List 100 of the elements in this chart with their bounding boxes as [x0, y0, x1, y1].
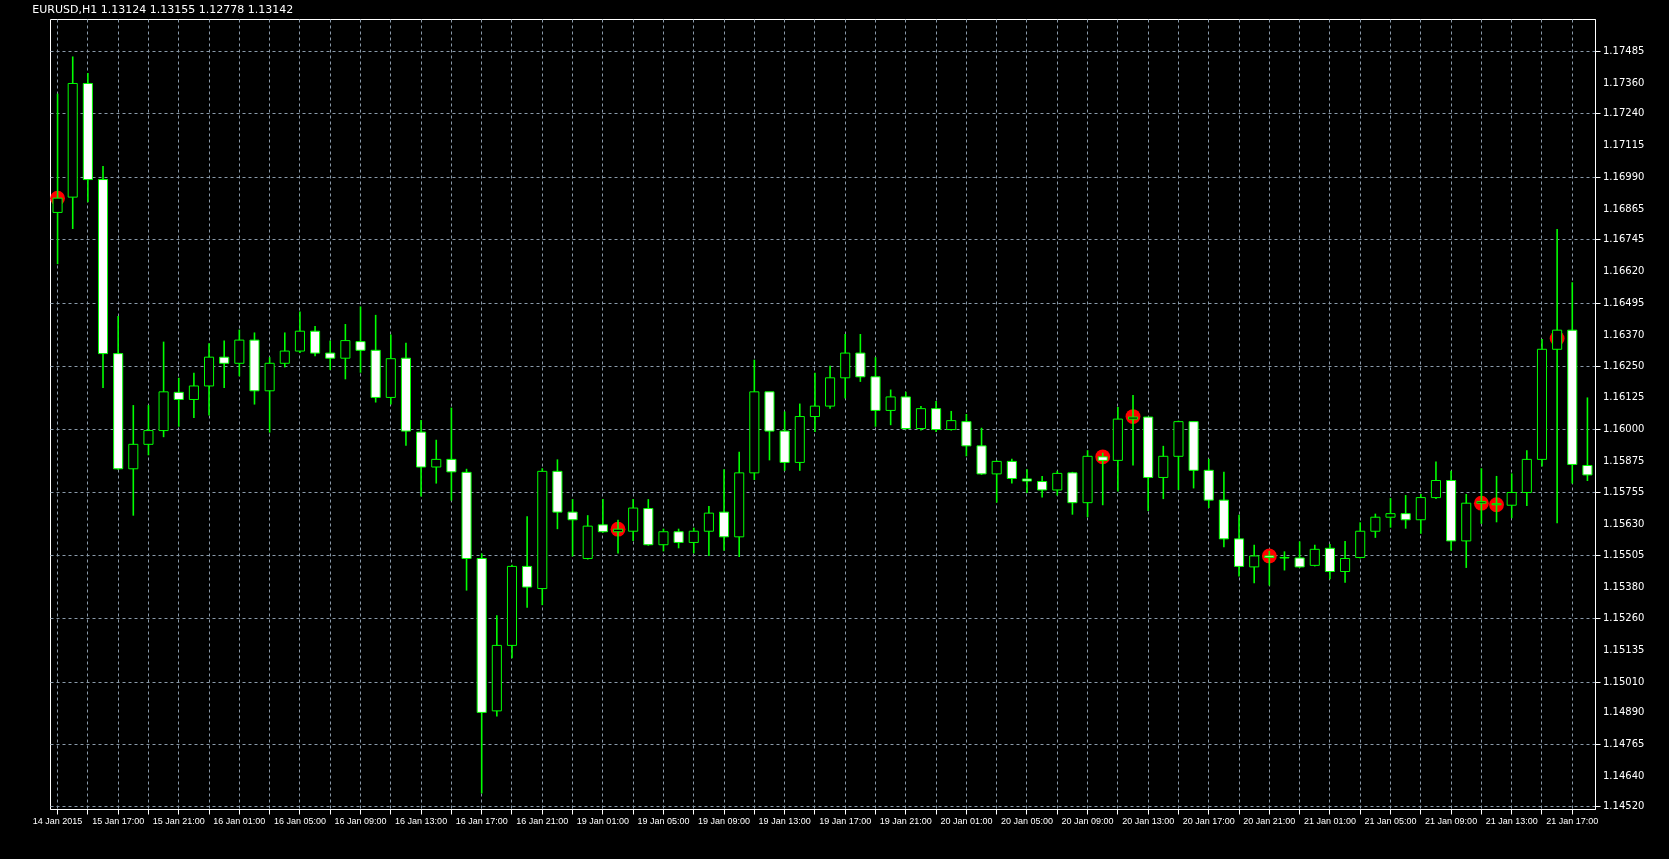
x-tick-label: 20 Jan 05:00 — [1000, 815, 1054, 826]
candlestick — [1400, 494, 1411, 530]
candlestick — [431, 438, 442, 485]
candlestick — [446, 406, 457, 502]
y-tick-label: 1.16620 — [1603, 265, 1645, 277]
candlestick — [219, 339, 230, 389]
x-tick-label: 21 Jan 17:00 — [1546, 815, 1599, 826]
y-tick-label: 1.15755 — [1603, 485, 1645, 497]
candlestick — [703, 505, 714, 557]
x-tick-label: 19 Jan 05:00 — [637, 815, 690, 826]
x-tick-label: 16 Jan 09:00 — [334, 815, 387, 826]
candlestick — [234, 328, 245, 378]
x-tick-label: 21 Jan 09:00 — [1425, 815, 1478, 826]
y-tick-label: 1.16495 — [1603, 297, 1645, 309]
candlestick — [915, 405, 926, 432]
candlestick — [1506, 472, 1517, 520]
x-tick-label: 16 Jan 21:00 — [516, 815, 569, 826]
y-tick-label: 1.14520 — [1603, 800, 1645, 812]
y-tick-label: 1.17360 — [1603, 76, 1645, 88]
candlestick — [885, 388, 896, 427]
x-tick-label: 20 Jan 01:00 — [940, 815, 993, 826]
candlestick — [1021, 468, 1033, 494]
x-tick-label: 16 Jan 17:00 — [455, 815, 508, 826]
candlestick — [855, 333, 866, 383]
candlestick — [1582, 396, 1593, 482]
candlestick — [1340, 540, 1351, 584]
x-tick-label: 19 Jan 01:00 — [576, 815, 629, 826]
candlestick — [1430, 460, 1441, 500]
candlestick — [1324, 543, 1335, 580]
candlestick — [1279, 550, 1290, 572]
y-tick-label: 1.16370 — [1603, 329, 1645, 340]
candlestick — [1249, 543, 1260, 585]
y-tick-label: 1.16000 — [1603, 423, 1645, 435]
y-tick-label: 1.15260 — [1603, 611, 1645, 623]
x-tick-label: 19 Jan 17:00 — [819, 815, 872, 826]
candlestick — [1052, 470, 1063, 497]
x-tick-label: 16 Jan 13:00 — [395, 815, 448, 826]
candlestick — [688, 526, 699, 555]
candlestick — [1491, 475, 1502, 524]
candlestick — [1415, 493, 1426, 535]
candlestick — [628, 498, 639, 542]
y-tick-label: 1.16990 — [1603, 171, 1645, 182]
y-tick-label: 1.15630 — [1603, 517, 1645, 529]
y-tick-label: 1.16865 — [1603, 202, 1645, 214]
x-tick-label: 20 Jan 09:00 — [1061, 815, 1114, 826]
candlestick — [658, 527, 669, 553]
y-tick-label: 1.14765 — [1603, 738, 1645, 750]
candlestick — [1097, 451, 1108, 507]
candlestick — [673, 527, 684, 550]
candlestick — [522, 515, 533, 609]
candlestick — [325, 339, 336, 371]
candlestick — [1127, 394, 1139, 467]
y-tick-label: 1.15875 — [1603, 455, 1645, 467]
x-tick-label: 14 Jan 2015 — [32, 815, 83, 826]
x-tick-label: 20 Jan 13:00 — [1122, 815, 1175, 826]
candlestick — [1370, 512, 1381, 539]
candlestick — [991, 459, 1002, 504]
x-tick-label: 21 Jan 13:00 — [1485, 815, 1538, 826]
candlestick — [809, 371, 820, 433]
x-tick-label: 15 Jan 17:00 — [92, 815, 145, 826]
candlestick — [1006, 458, 1017, 485]
y-tick-label: 1.15135 — [1603, 643, 1645, 655]
x-tick-label: 21 Jan 05:00 — [1364, 815, 1417, 826]
y-tick-label: 1.14640 — [1603, 769, 1645, 781]
x-tick-label: 20 Jan 21:00 — [1243, 815, 1296, 826]
y-tick-label: 1.17115 — [1603, 139, 1645, 151]
candlestick — [1264, 550, 1275, 587]
candlestick — [188, 371, 199, 419]
candlestick — [567, 498, 578, 558]
candlestick — [1158, 445, 1169, 500]
candlestick — [143, 404, 154, 457]
y-tick-label: 1.15010 — [1603, 675, 1645, 687]
y-tick-label: 1.15505 — [1603, 549, 1645, 561]
x-tick-label: 20 Jan 17:00 — [1182, 815, 1235, 826]
y-tick-label: 1.15380 — [1603, 581, 1645, 593]
y-tick-label: 1.17485 — [1603, 44, 1645, 56]
y-tick-label: 1.17240 — [1603, 107, 1645, 119]
candlestick — [1552, 228, 1563, 525]
candlestick — [1294, 540, 1305, 569]
y-tick-label: 1.16125 — [1603, 391, 1645, 403]
x-tick-label: 19 Jan 21:00 — [879, 815, 932, 826]
x-tick-label: 21 Jan 01:00 — [1303, 815, 1356, 826]
candlestick — [1037, 475, 1048, 499]
candlestick — [340, 323, 351, 381]
y-tick-label: 1.14890 — [1603, 706, 1645, 718]
candlestick — [1385, 497, 1396, 529]
candlestick — [1476, 467, 1487, 525]
candlestick — [931, 400, 942, 433]
y-tick-label: 1.16250 — [1603, 359, 1645, 371]
candlestick — [597, 498, 608, 534]
x-tick-label: 16 Jan 05:00 — [273, 815, 326, 826]
x-tick-label: 19 Jan 09:00 — [698, 815, 751, 826]
x-tick-label: 15 Jan 21:00 — [152, 815, 205, 826]
candlestick — [355, 305, 366, 374]
candlestick — [294, 310, 305, 354]
candlestick — [279, 331, 290, 369]
x-tick-label: 16 Jan 01:00 — [213, 815, 266, 826]
x-tick-label: 19 Jan 13:00 — [758, 815, 811, 826]
candlestick — [946, 410, 957, 432]
candlestick — [173, 377, 184, 428]
